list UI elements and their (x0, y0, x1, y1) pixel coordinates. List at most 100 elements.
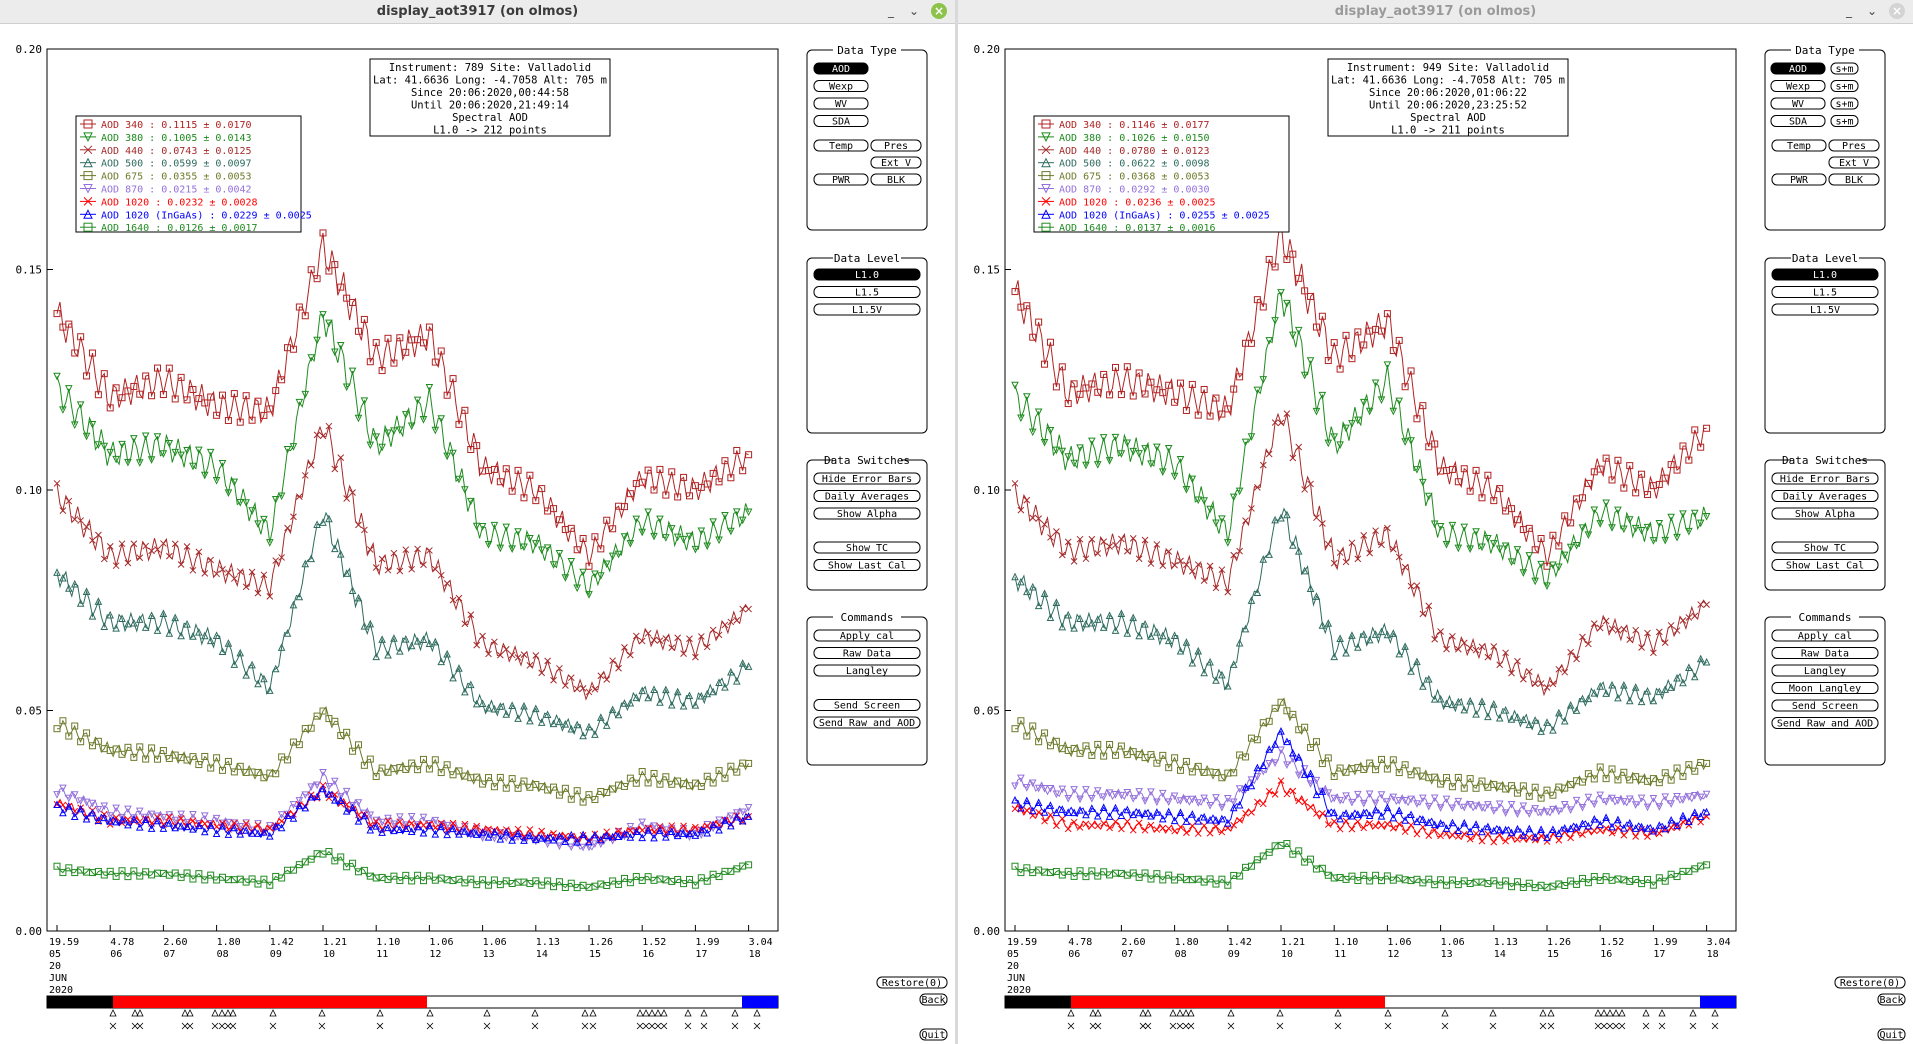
hide-error-bars-button-bg[interactable] (1771, 472, 1879, 485)
restore-button[interactable]: Restore(0) (876, 976, 948, 989)
data-type-aod-button[interactable]: AOD (1770, 62, 1826, 75)
temp-button[interactable]: Temp (813, 139, 869, 152)
raw-data-button[interactable]: Raw Data (813, 647, 921, 660)
apply-cal-button-bg[interactable] (813, 629, 921, 642)
close-button[interactable]: × (1889, 3, 1905, 19)
sm-toggle-button[interactable]: s+m (1830, 115, 1859, 128)
maximize-button[interactable]: ⌄ (1866, 4, 1878, 18)
show-alpha-button[interactable]: Show Alpha (1771, 507, 1879, 520)
sm-toggle-button[interactable]: s+m (1830, 80, 1859, 93)
moon-langley-button-bg[interactable] (1771, 682, 1879, 694)
level-l1-5-button[interactable]: L1.5 (813, 286, 921, 299)
back-button[interactable]: Back (1877, 993, 1906, 1006)
quit-button-bg[interactable] (919, 1028, 948, 1041)
quit-button[interactable]: Quit (1877, 1028, 1906, 1041)
quit-button[interactable]: Quit (919, 1028, 948, 1041)
ext-v-button[interactable]: Ext V (1828, 156, 1880, 169)
sm-toggle-button[interactable]: s+m (1830, 62, 1859, 75)
pres-button[interactable]: Pres (870, 139, 922, 152)
hide-error-bars-button[interactable]: Hide Error Bars (813, 472, 921, 485)
data-type-sda-button-bg[interactable] (813, 115, 869, 127)
show-alpha-button-bg[interactable] (1771, 507, 1879, 520)
show-last-cal-button-bg[interactable] (813, 559, 921, 571)
send-screen-button-bg[interactable] (1771, 699, 1879, 712)
restore-button-bg[interactable] (1834, 976, 1906, 989)
pres-button-bg[interactable] (870, 139, 922, 152)
sm-toggle-button-bg[interactable] (1830, 80, 1859, 92)
pwr-button-bg[interactable] (1771, 173, 1827, 186)
pwr-button-bg[interactable] (813, 173, 869, 186)
temp-button-bg[interactable] (813, 139, 869, 152)
level-l1-5-button[interactable]: L1.5 (1771, 286, 1879, 299)
level-l1-0-button-bg[interactable] (813, 268, 921, 281)
data-type-wv-button-bg[interactable] (813, 97, 869, 110)
send-screen-button-bg[interactable] (813, 699, 921, 711)
langley-button-bg[interactable] (813, 664, 921, 677)
daily-averages-button-bg[interactable] (813, 490, 921, 502)
raw-data-button[interactable]: Raw Data (1771, 647, 1879, 660)
pwr-button[interactable]: PWR (813, 173, 869, 186)
blk-button[interactable]: BLK (870, 173, 922, 186)
back-button-bg[interactable] (919, 993, 948, 1006)
data-type-wexp-button[interactable]: Wexp (1770, 80, 1826, 93)
show-tc-button-bg[interactable] (1771, 541, 1879, 554)
restore-button-bg[interactable] (876, 976, 948, 989)
ext-v-button-bg[interactable] (870, 156, 922, 169)
raw-data-button-bg[interactable] (813, 647, 921, 659)
show-last-cal-button[interactable]: Show Last Cal (1771, 559, 1879, 572)
daily-averages-button[interactable]: Daily Averages (1771, 490, 1879, 503)
data-type-wexp-button[interactable]: Wexp (813, 80, 869, 93)
apply-cal-button[interactable]: Apply cal (813, 629, 921, 642)
daily-averages-button[interactable]: Daily Averages (813, 490, 921, 503)
show-tc-button[interactable]: Show TC (1771, 541, 1879, 554)
data-type-sda-button-bg[interactable] (1770, 115, 1826, 127)
title-bar[interactable]: display_aot3917 (on olmos) _ ⌄ × (0, 0, 955, 24)
langley-button-bg[interactable] (1771, 664, 1879, 677)
minimize-button[interactable]: _ (1846, 4, 1852, 18)
data-type-wv-button[interactable]: WV (1770, 97, 1826, 110)
sm-toggle-button-bg[interactable] (1830, 115, 1859, 127)
apply-cal-button[interactable]: Apply cal (1771, 629, 1879, 642)
temp-button-bg[interactable] (1771, 139, 1827, 152)
show-tc-button[interactable]: Show TC (813, 541, 921, 554)
show-last-cal-button-bg[interactable] (1771, 559, 1879, 571)
data-type-wexp-button-bg[interactable] (813, 80, 869, 92)
data-type-wexp-button-bg[interactable] (1770, 80, 1826, 92)
data-type-aod-button[interactable]: AOD (813, 62, 869, 75)
data-type-wv-button-bg[interactable] (1770, 97, 1826, 110)
data-type-aod-button-bg[interactable] (813, 62, 869, 75)
pres-button-bg[interactable] (1828, 139, 1880, 152)
level-l1-5v-button-bg[interactable] (813, 303, 921, 316)
show-tc-button-bg[interactable] (813, 541, 921, 554)
apply-cal-button-bg[interactable] (1771, 629, 1879, 642)
temp-button[interactable]: Temp (1771, 139, 1827, 152)
langley-button[interactable]: Langley (813, 664, 921, 677)
pwr-button[interactable]: PWR (1771, 173, 1827, 186)
data-type-wv-button[interactable]: WV (813, 97, 869, 110)
hide-error-bars-button-bg[interactable] (813, 472, 921, 485)
send-screen-button[interactable]: Send Screen (1771, 699, 1879, 712)
pres-button[interactable]: Pres (1828, 139, 1880, 152)
blk-button-bg[interactable] (870, 173, 922, 186)
back-button[interactable]: Back (919, 993, 948, 1006)
quit-button-bg[interactable] (1877, 1028, 1906, 1041)
show-alpha-button[interactable]: Show Alpha (813, 507, 921, 520)
send-screen-button[interactable]: Send Screen (813, 699, 921, 712)
level-l1-5v-button[interactable]: L1.5V (1771, 303, 1879, 316)
level-l1-0-button[interactable]: L1.0 (813, 268, 921, 281)
close-button[interactable]: × (931, 3, 947, 19)
send-raw-and-aod-button[interactable]: Send Raw and AOD (1771, 717, 1879, 730)
ext-v-button-bg[interactable] (1828, 156, 1880, 169)
level-l1-5v-button[interactable]: L1.5V (813, 303, 921, 316)
send-raw-and-aod-button-bg[interactable] (813, 716, 921, 729)
blk-button[interactable]: BLK (1828, 173, 1880, 186)
title-bar[interactable]: display_aot3917 (on olmos) _ ⌄ × (958, 0, 1913, 24)
sm-toggle-button-bg[interactable] (1830, 62, 1859, 75)
daily-averages-button-bg[interactable] (1771, 490, 1879, 502)
moon-langley-button[interactable]: Moon Langley (1771, 682, 1879, 695)
raw-data-button-bg[interactable] (1771, 647, 1879, 659)
send-raw-and-aod-button[interactable]: Send Raw and AOD (813, 716, 921, 729)
sm-toggle-button-bg[interactable] (1830, 97, 1859, 110)
level-l1-5-button-bg[interactable] (1771, 286, 1879, 298)
blk-button-bg[interactable] (1828, 173, 1880, 186)
